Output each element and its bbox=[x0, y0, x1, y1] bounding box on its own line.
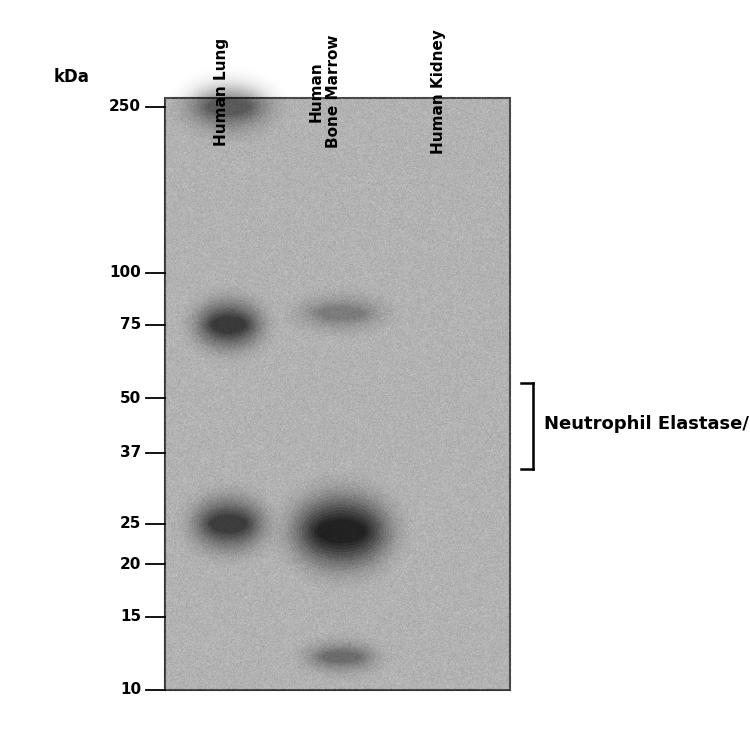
Ellipse shape bbox=[208, 513, 250, 535]
Text: 250: 250 bbox=[109, 99, 141, 114]
Text: 20: 20 bbox=[120, 557, 141, 572]
Ellipse shape bbox=[320, 650, 362, 664]
Ellipse shape bbox=[200, 92, 258, 122]
Ellipse shape bbox=[206, 310, 252, 339]
Bar bbox=[165, 98, 510, 690]
Ellipse shape bbox=[296, 498, 386, 564]
Ellipse shape bbox=[210, 515, 248, 533]
Ellipse shape bbox=[194, 500, 263, 549]
Ellipse shape bbox=[305, 507, 377, 555]
Ellipse shape bbox=[316, 519, 366, 543]
Ellipse shape bbox=[203, 308, 254, 341]
Ellipse shape bbox=[209, 314, 248, 335]
Ellipse shape bbox=[196, 502, 261, 547]
Text: 37: 37 bbox=[120, 446, 141, 460]
Text: 10: 10 bbox=[120, 682, 141, 698]
Text: Human
Bone Marrow: Human Bone Marrow bbox=[309, 34, 341, 148]
Ellipse shape bbox=[293, 495, 389, 567]
Text: kDa: kDa bbox=[53, 68, 89, 86]
Ellipse shape bbox=[197, 302, 260, 347]
Text: 50: 50 bbox=[120, 391, 141, 406]
Ellipse shape bbox=[207, 98, 251, 115]
Ellipse shape bbox=[206, 511, 252, 538]
Ellipse shape bbox=[308, 510, 374, 552]
Text: 25: 25 bbox=[120, 517, 141, 532]
Ellipse shape bbox=[302, 504, 380, 558]
Text: Neutrophil Elastase/ELA2: Neutrophil Elastase/ELA2 bbox=[544, 415, 750, 433]
Text: 100: 100 bbox=[110, 266, 141, 280]
Ellipse shape bbox=[299, 501, 383, 561]
Text: Human Lung: Human Lung bbox=[214, 38, 229, 146]
Ellipse shape bbox=[205, 97, 253, 117]
Ellipse shape bbox=[207, 313, 251, 338]
Ellipse shape bbox=[196, 90, 261, 123]
Ellipse shape bbox=[322, 652, 360, 662]
Ellipse shape bbox=[311, 513, 371, 549]
Ellipse shape bbox=[199, 304, 259, 346]
Ellipse shape bbox=[203, 509, 254, 540]
Ellipse shape bbox=[290, 492, 392, 570]
Text: Human Kidney: Human Kidney bbox=[431, 29, 446, 154]
Ellipse shape bbox=[314, 516, 368, 546]
Ellipse shape bbox=[199, 504, 259, 544]
Ellipse shape bbox=[201, 506, 256, 542]
Ellipse shape bbox=[211, 316, 246, 333]
Text: 75: 75 bbox=[120, 317, 141, 332]
Ellipse shape bbox=[201, 306, 256, 344]
Ellipse shape bbox=[202, 94, 256, 119]
Text: 15: 15 bbox=[120, 609, 141, 624]
